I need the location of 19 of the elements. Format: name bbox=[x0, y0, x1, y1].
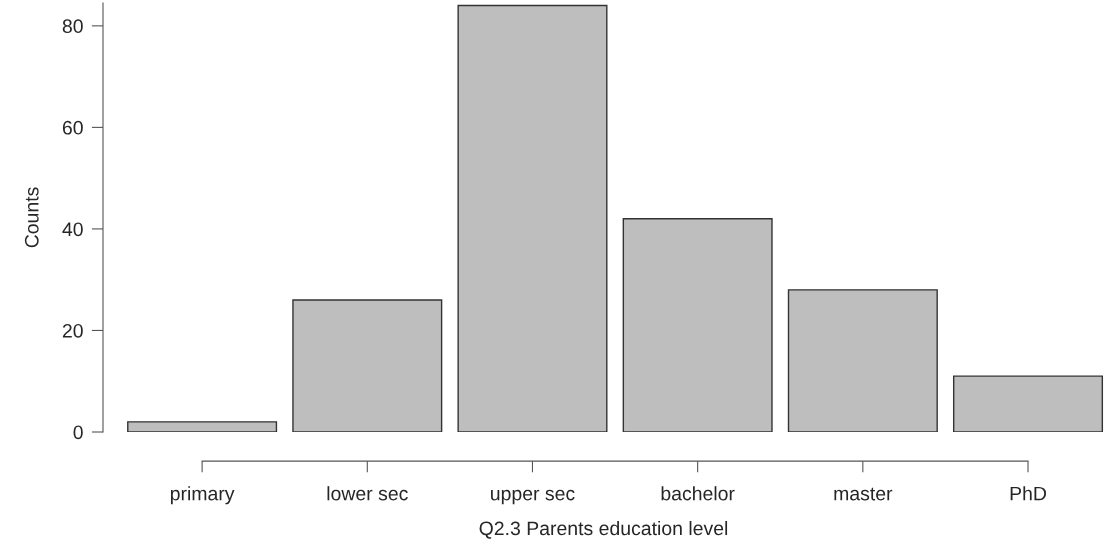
y-tick-label: 0 bbox=[73, 425, 83, 440]
x-tick-label: PhD bbox=[1010, 486, 1046, 501]
y-tick-label: 40 bbox=[62, 222, 83, 237]
y-axis-title: Counts bbox=[24, 187, 39, 248]
bar bbox=[952, 375, 1104, 432]
x-tick-label: lower sec bbox=[327, 486, 408, 501]
x-tick-label: upper sec bbox=[491, 489, 575, 505]
bar bbox=[292, 299, 443, 432]
bar bbox=[127, 421, 278, 432]
y-tick-label: 20 bbox=[62, 323, 83, 338]
bar bbox=[622, 218, 773, 432]
bar bbox=[457, 4, 608, 432]
x-tick-label: master bbox=[834, 487, 893, 501]
bar bbox=[787, 289, 938, 432]
x-axis-title: Q2.3 Parents education level bbox=[479, 520, 728, 539]
x-tick-label: bachelor bbox=[661, 486, 735, 501]
x-tick-label: primary bbox=[170, 486, 235, 505]
y-tick-label: 80 bbox=[62, 19, 83, 34]
y-tick-label: 60 bbox=[62, 120, 83, 135]
